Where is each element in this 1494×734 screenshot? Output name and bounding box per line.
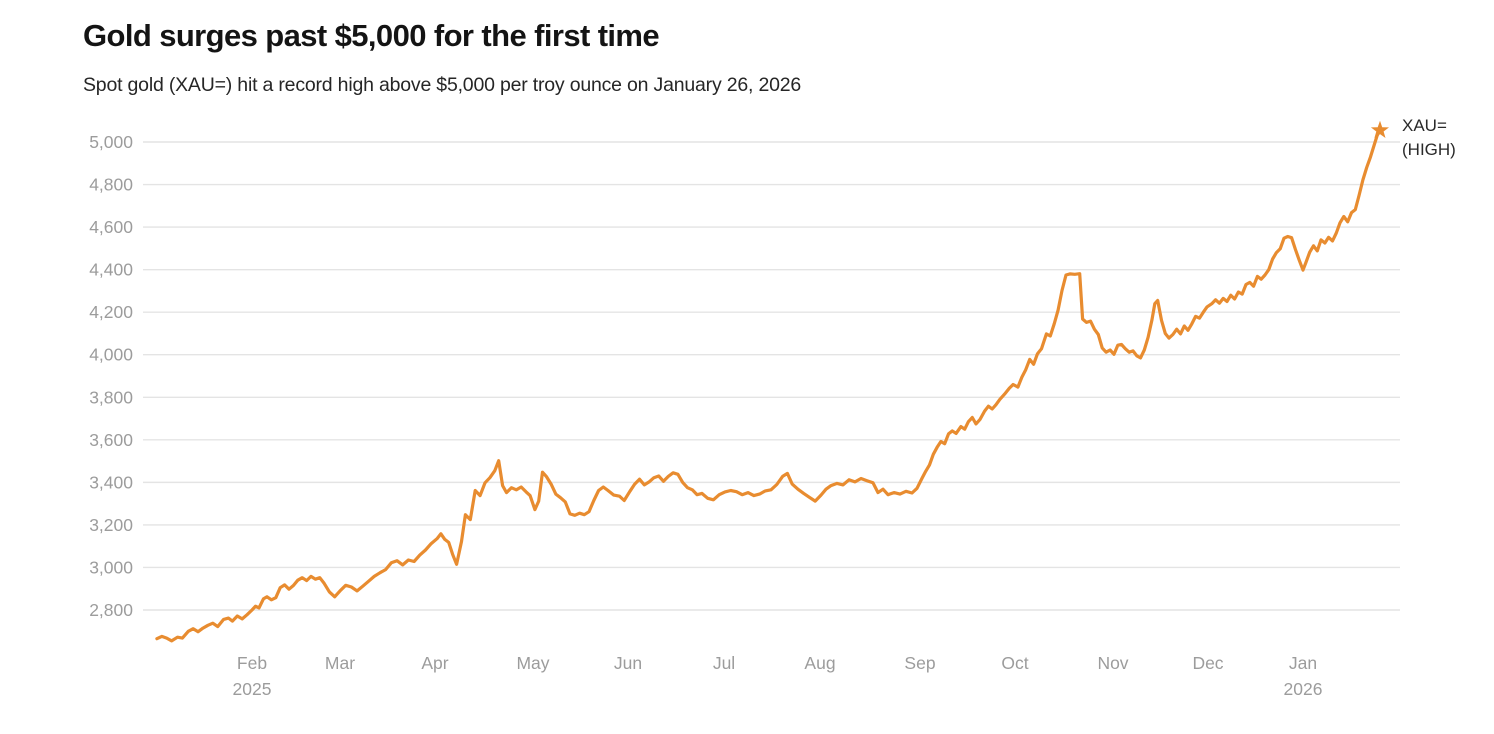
x-axis-tick-label: May: [516, 653, 549, 673]
y-axis-tick-label: 4,600: [89, 217, 133, 237]
series-end-label-high: (HIGH): [1402, 140, 1456, 159]
x-axis-year-label: 2026: [1284, 679, 1323, 699]
y-axis-tick-label: 4,400: [89, 260, 133, 280]
series-end-label: XAU= (HIGH): [1402, 114, 1456, 162]
x-axis-tick-label: Jan: [1289, 653, 1317, 673]
x-axis-year-label: 2025: [233, 679, 272, 699]
x-axis-tick-label: Sep: [904, 653, 935, 673]
y-axis-tick-label: 3,600: [89, 430, 133, 450]
y-axis-tick-label: 4,200: [89, 302, 133, 322]
x-axis-tick-label: Nov: [1097, 653, 1128, 673]
record-high-star-marker: [1370, 120, 1389, 138]
x-axis-tick-label: Aug: [804, 653, 835, 673]
x-axis-tick-label: Oct: [1001, 653, 1028, 673]
y-axis-tick-label: 3,800: [89, 387, 133, 407]
y-axis-tick-label: 4,800: [89, 175, 133, 195]
page-title: Gold surges past $5,000 for the first ti…: [83, 18, 660, 53]
price-line: [155, 128, 1382, 643]
series-end-label-ric: XAU=: [1402, 116, 1447, 135]
chart-subtitle: Spot gold (XAU=) hit a record high above…: [83, 74, 802, 96]
y-axis-tick-label: 5,000: [89, 132, 133, 152]
x-axis-tick-label: Feb: [237, 653, 267, 673]
x-axis-tick-label: Jul: [713, 653, 735, 673]
y-axis-tick-label: 2,800: [89, 600, 133, 620]
x-axis-tick-label: Jun: [614, 653, 642, 673]
y-axis-tick-label: 3,400: [89, 472, 133, 492]
x-axis-tick-label: Dec: [1192, 653, 1223, 673]
y-axis-tick-label: 3,000: [89, 557, 133, 577]
y-axis-tick-label: 4,000: [89, 345, 133, 365]
x-axis-tick-label: Apr: [421, 653, 448, 673]
x-axis-tick-label: Mar: [325, 653, 355, 673]
y-axis-tick-label: 3,200: [89, 515, 133, 535]
